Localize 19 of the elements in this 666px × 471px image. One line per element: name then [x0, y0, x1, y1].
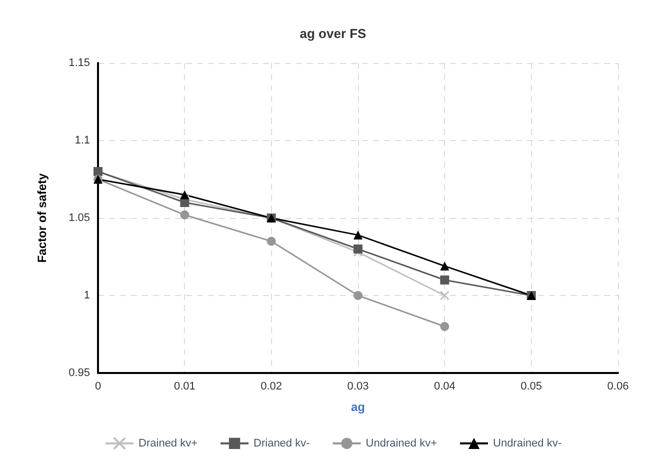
legend-label: Drianed kv- — [254, 437, 310, 450]
x-axis-title: ag — [350, 400, 366, 414]
x-tick-label: 0.05 — [520, 380, 542, 392]
y-axis-title: Factor of safety — [35, 173, 49, 263]
legend-label: Undrained kv- — [493, 437, 562, 450]
y-tick-label: 1 — [84, 290, 90, 302]
legend-label: Drained kv+ — [138, 437, 198, 450]
y-tick-label: 0.95 — [68, 367, 90, 379]
x-tick-label: 0.01 — [174, 380, 196, 392]
legend-label: Undrained kv+ — [366, 437, 438, 450]
x-tick-label: 0.06 — [607, 380, 629, 392]
chart-title: ag over FS — [300, 26, 367, 41]
x-tick-label: 0 — [94, 380, 102, 392]
x-tick-label: 0.04 — [434, 380, 456, 392]
x-tick-label: 0.02 — [260, 380, 282, 392]
x-tick-label: 0.03 — [347, 380, 369, 392]
y-tick-label: 1.1 — [74, 134, 90, 146]
y-tick-label: 1.05 — [68, 212, 90, 224]
y-tick-label: 1.15 — [68, 57, 90, 69]
